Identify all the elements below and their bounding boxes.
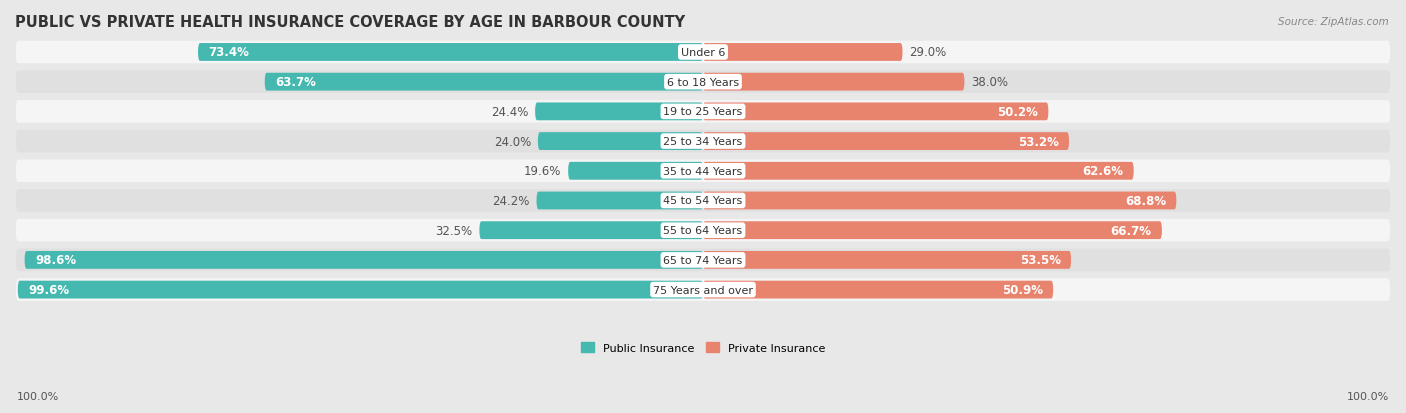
FancyBboxPatch shape bbox=[703, 252, 1071, 269]
Text: 65 to 74 Years: 65 to 74 Years bbox=[664, 255, 742, 265]
Text: 62.6%: 62.6% bbox=[1083, 165, 1123, 178]
Text: Under 6: Under 6 bbox=[681, 48, 725, 58]
FancyBboxPatch shape bbox=[15, 42, 1391, 64]
Text: 53.5%: 53.5% bbox=[1019, 254, 1060, 267]
Text: Source: ZipAtlas.com: Source: ZipAtlas.com bbox=[1278, 17, 1389, 26]
Text: 25 to 34 Years: 25 to 34 Years bbox=[664, 137, 742, 147]
FancyBboxPatch shape bbox=[537, 192, 703, 210]
Text: 100.0%: 100.0% bbox=[1347, 391, 1389, 401]
FancyBboxPatch shape bbox=[198, 44, 703, 62]
FancyBboxPatch shape bbox=[15, 190, 1391, 212]
Text: 6 to 18 Years: 6 to 18 Years bbox=[666, 78, 740, 88]
FancyBboxPatch shape bbox=[15, 131, 1391, 153]
FancyBboxPatch shape bbox=[703, 281, 1053, 299]
Text: 19 to 25 Years: 19 to 25 Years bbox=[664, 107, 742, 117]
Text: 29.0%: 29.0% bbox=[910, 46, 946, 59]
FancyBboxPatch shape bbox=[15, 101, 1391, 123]
FancyBboxPatch shape bbox=[15, 71, 1391, 94]
FancyBboxPatch shape bbox=[15, 249, 1391, 271]
Text: 63.7%: 63.7% bbox=[276, 76, 316, 89]
FancyBboxPatch shape bbox=[18, 281, 703, 299]
FancyBboxPatch shape bbox=[703, 192, 1177, 210]
Text: 55 to 64 Years: 55 to 64 Years bbox=[664, 225, 742, 235]
Text: 50.2%: 50.2% bbox=[997, 106, 1038, 119]
Text: 100.0%: 100.0% bbox=[17, 391, 59, 401]
Text: 99.6%: 99.6% bbox=[28, 283, 69, 297]
FancyBboxPatch shape bbox=[568, 162, 703, 180]
FancyBboxPatch shape bbox=[536, 103, 703, 121]
FancyBboxPatch shape bbox=[703, 74, 965, 91]
FancyBboxPatch shape bbox=[538, 133, 703, 151]
Text: 98.6%: 98.6% bbox=[35, 254, 76, 267]
Text: PUBLIC VS PRIVATE HEALTH INSURANCE COVERAGE BY AGE IN BARBOUR COUNTY: PUBLIC VS PRIVATE HEALTH INSURANCE COVER… bbox=[15, 15, 685, 30]
FancyBboxPatch shape bbox=[703, 222, 1161, 240]
Text: 24.2%: 24.2% bbox=[492, 195, 530, 207]
FancyBboxPatch shape bbox=[479, 222, 703, 240]
Text: 68.8%: 68.8% bbox=[1125, 195, 1166, 207]
FancyBboxPatch shape bbox=[703, 44, 903, 62]
Text: 35 to 44 Years: 35 to 44 Years bbox=[664, 166, 742, 176]
Legend: Public Insurance, Private Insurance: Public Insurance, Private Insurance bbox=[576, 338, 830, 358]
FancyBboxPatch shape bbox=[264, 74, 703, 91]
FancyBboxPatch shape bbox=[703, 103, 1049, 121]
Text: 53.2%: 53.2% bbox=[1018, 135, 1059, 148]
Text: 32.5%: 32.5% bbox=[436, 224, 472, 237]
Text: 24.0%: 24.0% bbox=[494, 135, 531, 148]
Text: 38.0%: 38.0% bbox=[972, 76, 1008, 89]
FancyBboxPatch shape bbox=[15, 219, 1391, 242]
FancyBboxPatch shape bbox=[703, 162, 1133, 180]
Text: 24.4%: 24.4% bbox=[491, 106, 529, 119]
FancyBboxPatch shape bbox=[703, 133, 1069, 151]
FancyBboxPatch shape bbox=[15, 279, 1391, 301]
Text: 75 Years and over: 75 Years and over bbox=[652, 285, 754, 295]
Text: 66.7%: 66.7% bbox=[1111, 224, 1152, 237]
Text: 50.9%: 50.9% bbox=[1002, 283, 1043, 297]
Text: 19.6%: 19.6% bbox=[524, 165, 561, 178]
FancyBboxPatch shape bbox=[25, 252, 703, 269]
Text: 45 to 54 Years: 45 to 54 Years bbox=[664, 196, 742, 206]
FancyBboxPatch shape bbox=[15, 160, 1391, 183]
Text: 73.4%: 73.4% bbox=[208, 46, 249, 59]
